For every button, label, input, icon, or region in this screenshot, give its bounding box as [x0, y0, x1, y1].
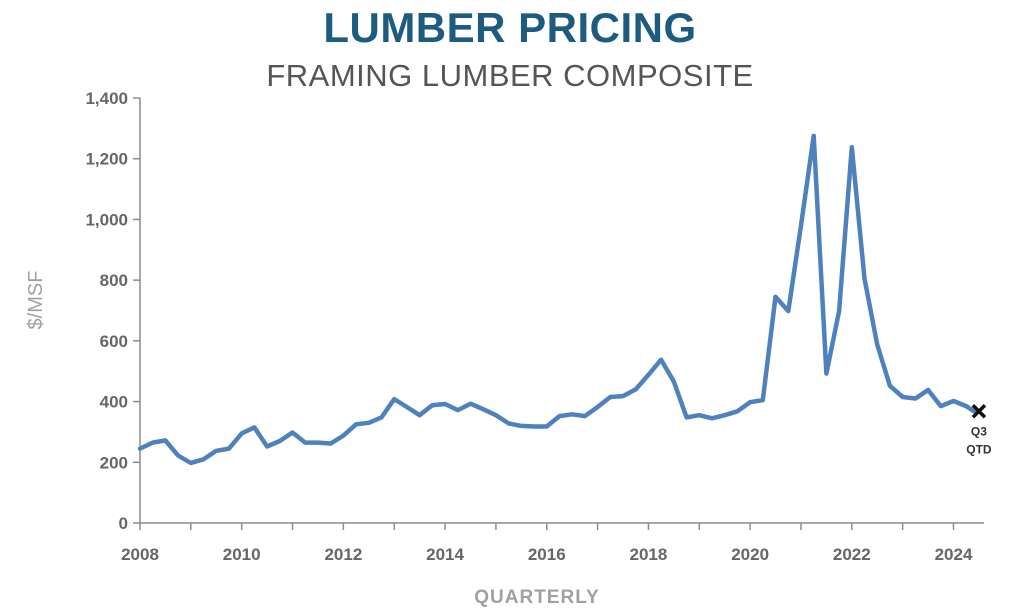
q3-marker — [971, 404, 987, 419]
x-tick-label: 2010 — [223, 545, 261, 564]
y-tick-label: 200 — [100, 453, 128, 472]
series-line-segment — [963, 403, 977, 414]
plot-area: Q3 QTD — [137, 133, 992, 466]
y-tick-label: 400 — [100, 393, 128, 412]
x-tick-label: 2022 — [833, 545, 871, 564]
marker-label: QTD — [966, 442, 992, 456]
x-tick-label: 2020 — [731, 545, 769, 564]
y-tick-label: 1,000 — [85, 210, 128, 229]
chart-title: LUMBER PRICING — [323, 4, 697, 51]
x-tick-label: 2016 — [528, 545, 566, 564]
x-axis: 2008 2010 2012 2014 2016 2018 2020 2022 2024 — [121, 522, 984, 564]
x-tick-label: 2008 — [121, 545, 159, 564]
chart-subtitle: FRAMING LUMBER COMPOSITE — [266, 58, 754, 93]
y-tick-label: 0 — [119, 514, 128, 533]
x-tick-label: 2014 — [426, 545, 464, 564]
series-line — [137, 133, 969, 466]
x-axis-title: QUARTERLY — [474, 587, 599, 608]
x-tick-label: 2012 — [324, 545, 362, 564]
y-tick-label: 800 — [100, 271, 128, 290]
y-tick-label: 1,400 — [85, 89, 128, 108]
y-axis-title: $/MSF — [25, 271, 47, 330]
y-tick-label: 600 — [100, 332, 128, 351]
x-tick-label: 2018 — [630, 545, 668, 564]
y-axis: 0 200 400 600 800 1,000 1,200 1,400 — [85, 89, 141, 533]
marker-label: Q3 — [971, 424, 987, 438]
x-tick-label: 2024 — [935, 545, 973, 564]
y-tick-label: 1,200 — [85, 150, 128, 169]
